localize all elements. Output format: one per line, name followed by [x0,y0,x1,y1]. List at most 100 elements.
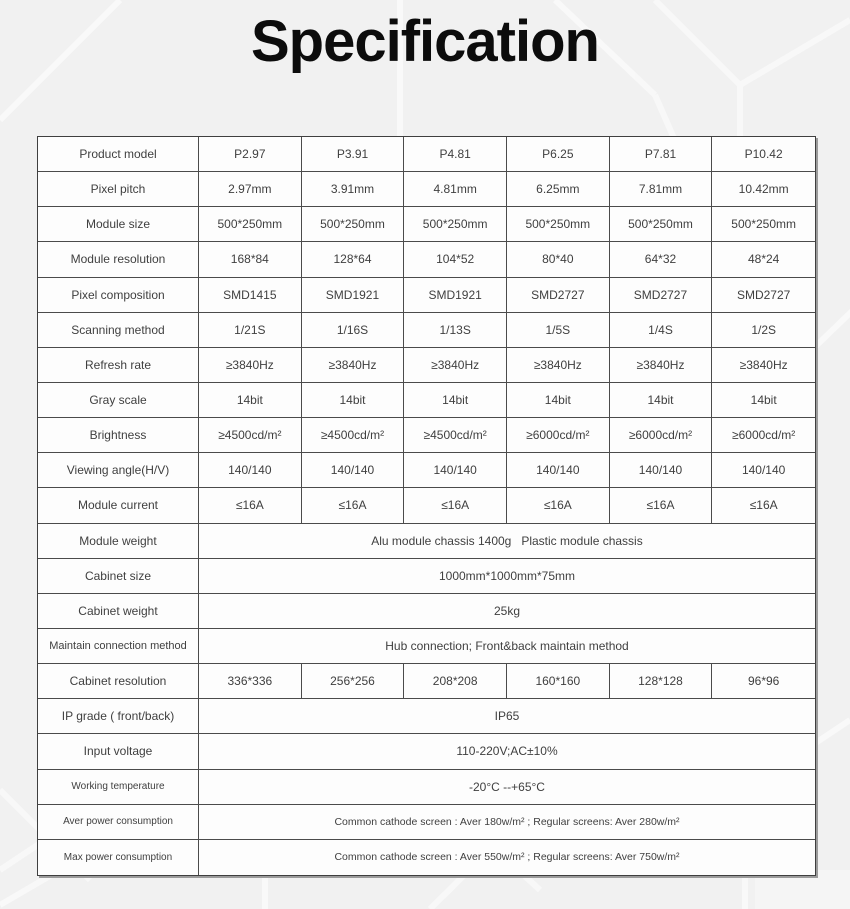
row-label: Module resolution [38,242,199,278]
cell-value: ≤16A [404,488,507,524]
cell-value: P7.81 [609,137,713,173]
table-row: Brightness ≥4500cd/m² ≥4500cd/m² ≥4500cd/m²… [38,418,815,454]
cell-value: 140/140 [301,453,405,489]
row-label: Input voltage [38,734,199,770]
table-row: Aver power consumption Common cathode scr… [38,804,815,840]
cell-value: 140/140 [712,453,815,489]
cell-value: 140/140 [199,453,302,489]
cell-value: 160*160 [506,664,610,700]
row-span-value: 110-220V;AC±10% [199,734,815,770]
cell-value: 14bit [506,382,610,419]
cell-value: 14bit [609,382,713,419]
table-row: Pixel pitch 2.97mm 3.91mm 4.81mm 6.25mm 7.81m… [38,172,815,208]
row-label: Cabinet weight [38,593,199,629]
cell-value: 80*40 [506,242,610,278]
cell-value: 500*250mm [199,207,302,243]
cell-value: 500*250mm [506,207,610,243]
cell-value: 64*32 [609,242,713,278]
cell-value: SMD2727 [506,277,610,313]
cell-value: 6.25mm [506,172,610,208]
table-row: Module size 500*250mm 500*250mm 500*250mm 50… [38,207,815,243]
row-label: Module size [38,207,199,243]
cell-value: 140/140 [506,453,610,489]
row-span-value: 25kg [199,594,815,629]
cell-value: ≤16A [301,488,405,524]
cell-value: 208*208 [404,664,507,700]
cell-value: 168*84 [199,242,302,278]
row-label: Module current [38,488,199,524]
row-label: Max power consumption [38,839,199,875]
page-title: Specification [251,9,600,74]
cell-value: ≥3840Hz [712,348,815,383]
cell-value: 140/140 [404,453,507,489]
cell-value: 1/2S [712,313,815,348]
cell-value: ≥6000cd/m² [506,418,610,454]
row-label: Maintain connection method [38,628,199,665]
row-span-value: Alu module chassis 1400g Plastic module … [199,524,815,559]
cell-value: ≤16A [506,488,610,524]
row-span-value: IP65 [199,699,815,735]
table-row: Module current ≤16A ≤16A ≤16A ≤16A ≤16A ≤16A [38,488,815,524]
table-row: Module weight Alu module chassis 1400g Pl… [38,523,815,559]
table-row: Scanning method 1/21S 1/16S 1/13S 1/5S 1/4S 1/… [38,312,815,348]
cell-value: 48*24 [712,242,815,278]
cell-value: 14bit [712,383,815,419]
table-row: Working temperature -20°C --+65°C [38,769,815,805]
cell-value: ≥3840Hz [199,347,302,383]
row-label: Pixel pitch [38,172,199,208]
cell-value: SMD1415 [199,277,302,313]
row-span-value: -20°C --+65°C [199,770,815,805]
table-row: Pixel composition SMD1415 SMD1921 SMD1921 SM… [38,277,815,313]
cell-value: P6.25 [506,137,610,173]
row-label: Refresh rate [38,347,199,383]
table-row: Cabinet resolution 336*336 256*256 208*208 1… [38,664,815,700]
row-label: Pixel composition [38,277,199,313]
row-span-value: Hub connection; Front&back maintain meth… [199,629,815,665]
row-label: IP grade ( front/back) [38,699,199,735]
cell-value: 336*336 [199,664,302,700]
cell-value: P10.42 [712,137,815,173]
cell-value: 1/21S [199,312,302,348]
table-row: Product model P2.97 P3.91 P4.81 P6.25 P7.81 P1… [38,137,815,173]
cell-value: ≤16A [199,488,302,524]
cell-value: 7.81mm [609,172,713,208]
cell-value: 1/16S [301,312,405,348]
cell-value: 256*256 [301,664,405,700]
cell-value: ≥6000cd/m² [712,418,815,454]
row-span-value: 1000mm*1000mm*75mm [199,559,815,594]
cell-value: 500*250mm [609,207,713,243]
row-label: Module weight [38,523,199,559]
cell-value: ≥3840Hz [404,347,507,383]
table-row: Maintain connection method Hub connection… [38,628,815,665]
row-label: Gray scale [38,382,199,419]
cell-value: ≥4500cd/m² [404,418,507,454]
cell-value: 1/4S [609,312,713,348]
cell-value: ≥3840Hz [506,347,610,383]
cell-value: 1/13S [404,312,507,348]
cell-value: 104*52 [404,242,507,278]
row-span-value: Common cathode screen : Aver 550w/m² ; R… [334,851,680,864]
cell-value: SMD2727 [609,277,713,313]
row-label: Cabinet resolution [38,664,199,700]
cell-value: 96*96 [712,664,815,700]
cell-value: SMD1921 [404,277,507,313]
cell-value: 128*128 [609,664,713,700]
cell-value: P4.81 [404,137,507,173]
row-label: Working temperature [38,769,199,805]
table-row: Refresh rate ≥3840Hz ≥3840Hz ≥3840Hz ≥3840Hz… [38,347,815,383]
cell-value: ≥4500cd/m² [199,418,302,454]
cell-value: ≥3840Hz [301,347,405,383]
cell-value: 500*250mm [712,207,815,243]
cell-value: 500*250mm [301,207,405,243]
row-label: Scanning method [38,312,199,348]
table-row: Cabinet size 1000mm*1000mm*75mm [38,558,815,594]
table-row: Max power consumption Common cathode scre… [38,839,815,875]
cell-value: 3.91mm [301,172,405,208]
cell-value: 14bit [199,382,302,419]
cell-value: 1/5S [506,312,610,348]
table-row: Cabinet weight 25kg [38,593,815,629]
cell-value: 140/140 [609,453,713,489]
cell-value: 500*250mm [404,207,507,243]
row-label: Aver power consumption [38,804,199,840]
